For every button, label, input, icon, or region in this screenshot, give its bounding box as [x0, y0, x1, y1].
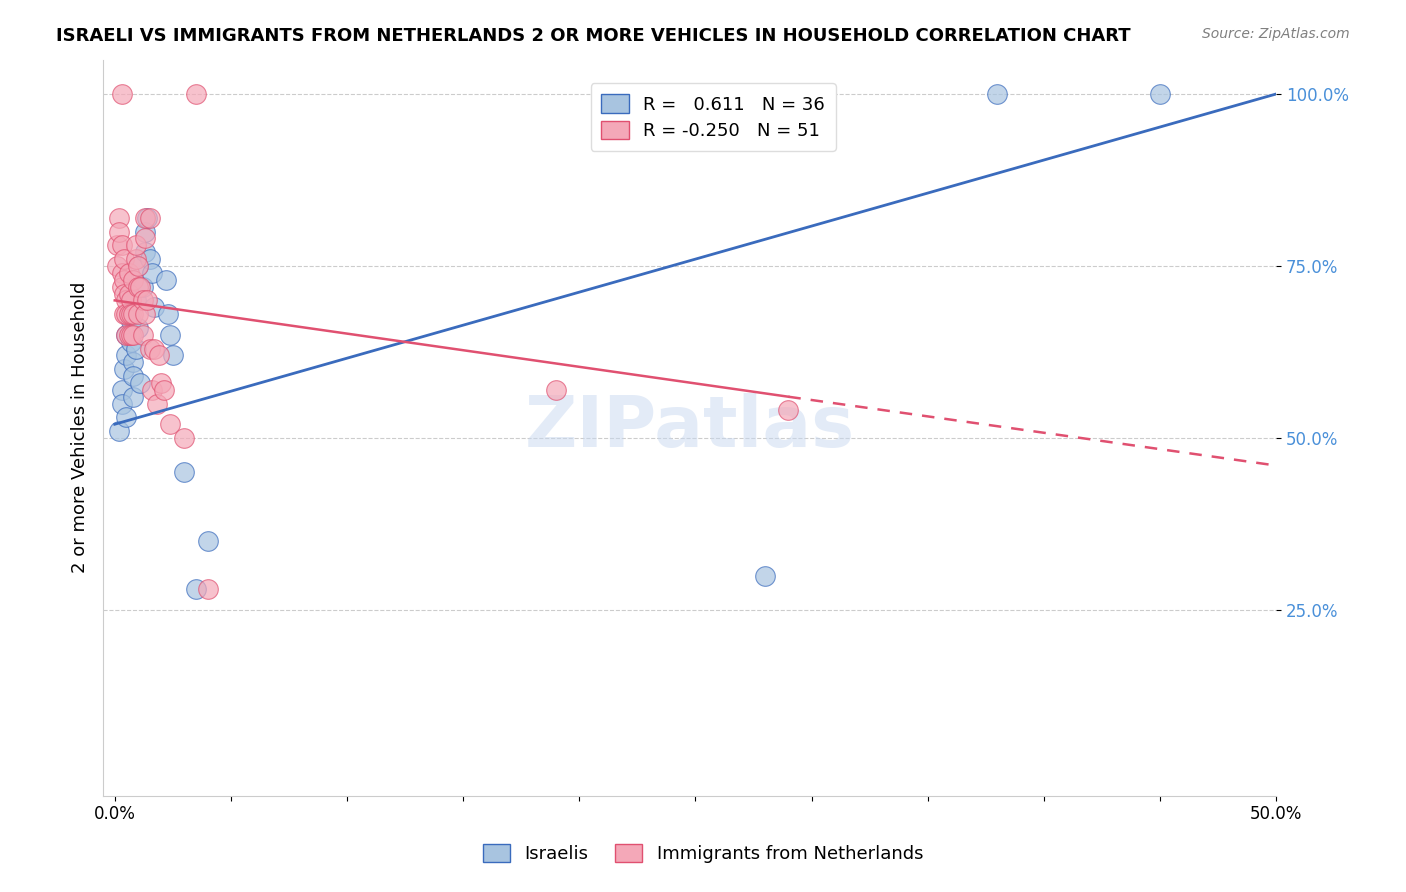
Point	[124, 238, 146, 252]
Point	[115, 327, 138, 342]
Point	[986, 87, 1008, 101]
Point	[118, 327, 141, 342]
Point	[124, 252, 146, 266]
Point	[105, 238, 128, 252]
Text: ZIPatlas: ZIPatlas	[524, 393, 855, 462]
Point	[143, 342, 166, 356]
Point	[148, 348, 170, 362]
Point	[162, 348, 184, 362]
Point	[122, 355, 145, 369]
Point	[127, 307, 149, 321]
Point	[152, 383, 174, 397]
Point	[122, 273, 145, 287]
Point	[129, 376, 152, 390]
Point	[138, 211, 160, 225]
Point	[122, 390, 145, 404]
Point	[120, 314, 142, 328]
Point	[115, 307, 138, 321]
Point	[112, 273, 135, 287]
Point	[778, 403, 800, 417]
Point	[145, 396, 167, 410]
Point	[134, 245, 156, 260]
Point	[108, 211, 131, 225]
Text: Source: ZipAtlas.com: Source: ZipAtlas.com	[1202, 27, 1350, 41]
Point	[197, 582, 219, 597]
Text: ISRAELI VS IMMIGRANTS FROM NETHERLANDS 2 OR MORE VEHICLES IN HOUSEHOLD CORRELATI: ISRAELI VS IMMIGRANTS FROM NETHERLANDS 2…	[56, 27, 1130, 45]
Point	[141, 383, 163, 397]
Point	[115, 348, 138, 362]
Point	[127, 279, 149, 293]
Point	[124, 342, 146, 356]
Point	[120, 334, 142, 349]
Y-axis label: 2 or more Vehicles in Household: 2 or more Vehicles in Household	[72, 282, 89, 574]
Point	[105, 259, 128, 273]
Point	[150, 376, 173, 390]
Point	[544, 383, 567, 397]
Point	[155, 273, 177, 287]
Point	[112, 286, 135, 301]
Point	[111, 87, 134, 101]
Point	[118, 307, 141, 321]
Point	[131, 327, 153, 342]
Point	[159, 327, 181, 342]
Point	[141, 266, 163, 280]
Point	[131, 293, 153, 308]
Point	[111, 279, 134, 293]
Point	[127, 259, 149, 273]
Point	[184, 582, 207, 597]
Point	[108, 225, 131, 239]
Point	[112, 307, 135, 321]
Point	[134, 307, 156, 321]
Point	[111, 383, 134, 397]
Point	[120, 307, 142, 321]
Point	[173, 466, 195, 480]
Point	[197, 534, 219, 549]
Point	[122, 369, 145, 384]
Point	[129, 279, 152, 293]
Point	[118, 307, 141, 321]
Point	[112, 362, 135, 376]
Point	[184, 87, 207, 101]
Point	[118, 286, 141, 301]
Point	[136, 211, 159, 225]
Point	[118, 266, 141, 280]
Point	[112, 252, 135, 266]
Point	[138, 252, 160, 266]
Point	[108, 424, 131, 438]
Point	[1149, 87, 1171, 101]
Point	[136, 293, 159, 308]
Point	[124, 293, 146, 308]
Point	[754, 568, 776, 582]
Point	[134, 211, 156, 225]
Point	[122, 307, 145, 321]
Point	[157, 307, 180, 321]
Point	[173, 431, 195, 445]
Point	[111, 396, 134, 410]
Point	[120, 293, 142, 308]
Point	[111, 238, 134, 252]
Point	[138, 342, 160, 356]
Point	[127, 259, 149, 273]
Point	[118, 286, 141, 301]
Point	[134, 225, 156, 239]
Point	[122, 327, 145, 342]
Point	[131, 279, 153, 293]
Point	[120, 327, 142, 342]
Point	[115, 410, 138, 425]
Point	[115, 327, 138, 342]
Legend: R =   0.611   N = 36, R = -0.250   N = 51: R = 0.611 N = 36, R = -0.250 N = 51	[591, 83, 835, 151]
Point	[134, 231, 156, 245]
Point	[143, 300, 166, 314]
Point	[115, 293, 138, 308]
Point	[127, 321, 149, 335]
Point	[111, 266, 134, 280]
Legend: Israelis, Immigrants from Netherlands: Israelis, Immigrants from Netherlands	[472, 833, 934, 874]
Point	[159, 417, 181, 432]
